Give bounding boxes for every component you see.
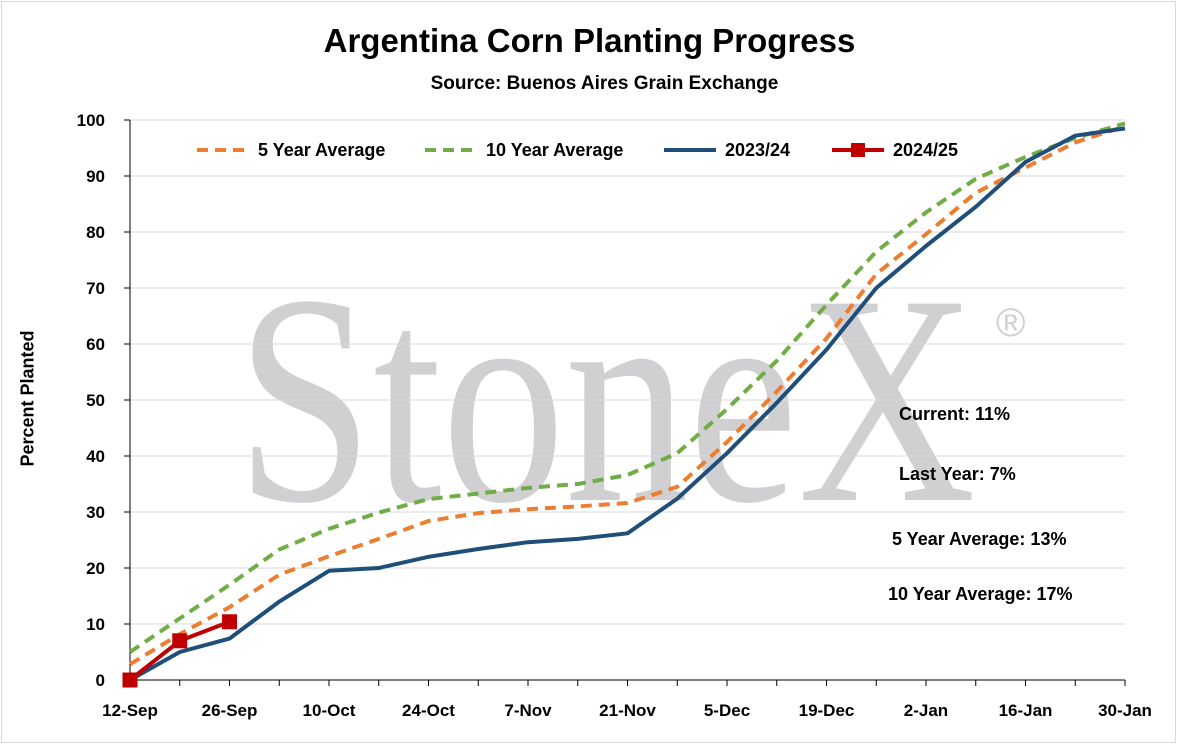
x-tick-label: 19-Dec <box>799 701 855 720</box>
legend-marker <box>851 143 865 157</box>
y-tick-label: 50 <box>86 391 105 410</box>
x-tick-label: 5-Dec <box>704 701 750 720</box>
y-tick-label: 100 <box>77 111 105 130</box>
chart-title: Argentina Corn Planting Progress <box>323 22 856 59</box>
x-tick-label: 2-Jan <box>904 701 948 720</box>
y-tick-label: 30 <box>86 503 105 522</box>
annotation-5-year-average: 5 Year Average: 13% <box>892 529 1067 549</box>
x-tick-label: 7-Nov <box>504 701 552 720</box>
x-tick-label: 26-Sep <box>202 701 258 720</box>
watermark-logo: StoneX <box>236 233 976 565</box>
chart-subtitle: Source: Buenos Aires Grain Exchange <box>430 73 779 94</box>
y-tick-label: 70 <box>86 279 105 298</box>
y-tick-label: 80 <box>86 223 105 242</box>
series-line-2023-24 <box>129 126 1126 682</box>
data-point-marker <box>172 633 188 649</box>
x-tick-label: 12-Sep <box>102 701 158 720</box>
x-tick-label: 24-Oct <box>402 701 455 720</box>
x-tick-label: 30-Jan <box>1098 701 1152 720</box>
y-tick-label: 20 <box>86 559 105 578</box>
legend-label: 5 Year Average <box>258 140 385 160</box>
series-line-5-year-average <box>128 124 1126 667</box>
y-tick-label: 90 <box>86 167 105 186</box>
annotation-current: Current: 11% <box>899 404 1011 424</box>
watermark-registered-mark: ® <box>996 301 1025 345</box>
y-tick-label: 0 <box>96 671 105 690</box>
x-tick-label: 10-Oct <box>303 701 356 720</box>
annotation-last-year: Last Year: 7% <box>899 464 1016 484</box>
series-line-10-year-average <box>128 121 1126 654</box>
x-tick-label: 21-Nov <box>599 701 656 720</box>
data-point-marker <box>222 614 237 630</box>
data-point-marker <box>122 672 138 688</box>
legend-label: 2024/25 <box>893 140 958 160</box>
legend-label: 2023/24 <box>725 140 790 160</box>
annotation-10-year-average: 10 Year Average: 17% <box>888 584 1073 604</box>
y-tick-label: 10 <box>86 615 105 634</box>
y-tick-label: 40 <box>86 447 105 466</box>
y-tick-label: 60 <box>86 335 105 354</box>
legend-label: 10 Year Average <box>486 140 623 160</box>
x-tick-label: 16-Jan <box>999 701 1053 720</box>
